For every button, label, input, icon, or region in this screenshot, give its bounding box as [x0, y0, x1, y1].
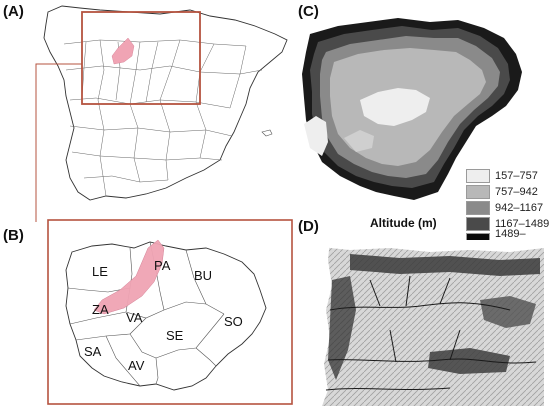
province-label-sa: SA — [84, 344, 102, 359]
legend-swatch-3 — [466, 201, 490, 215]
connector-line — [35, 63, 82, 222]
province-label-le: LE — [92, 264, 108, 279]
legend-label-1: 157–757 — [495, 170, 538, 182]
province-label-bu: BU — [194, 268, 212, 283]
legend-label-2: 757–942 — [495, 186, 538, 198]
legend-label-4: 1167–1489 — [495, 218, 550, 230]
province-label-va: VA — [126, 310, 143, 325]
legend-item-4: 1167–1489 — [466, 216, 549, 232]
panel-label-d: (D) — [298, 218, 319, 235]
legend-item-3: 942–1167 — [466, 200, 543, 216]
study-region-map: LE PA BU ZA VA SO SE SA AV — [47, 219, 293, 405]
legend-label-3: 942–1167 — [495, 202, 544, 214]
legend-item-2: 757–942 — [466, 184, 538, 200]
altitude-map — [302, 18, 522, 200]
legend-swatch-4 — [466, 217, 490, 231]
study-area-highlight-detail — [93, 239, 165, 315]
province-label-so: SO — [224, 314, 243, 329]
region-outline — [65, 241, 267, 391]
province-label-av: AV — [128, 358, 145, 373]
province-label-se: SE — [166, 328, 184, 343]
province-label-pa: PA — [154, 258, 171, 273]
province-label-za: ZA — [92, 302, 109, 317]
study-area-highlight — [111, 37, 135, 65]
panel-label-b: (B) — [3, 227, 24, 244]
iberia-province-map — [35, 5, 288, 222]
iberia-outline — [43, 5, 288, 201]
panel-label-a: (A) — [3, 3, 24, 20]
terrain-river-map — [310, 240, 544, 406]
legend-item-1: 157–757 — [466, 168, 538, 184]
legend-swatch-2 — [466, 185, 490, 199]
zoom-frame — [81, 11, 201, 105]
panel-label-c: (C) — [298, 3, 319, 20]
legend-swatch-1 — [466, 169, 490, 183]
legend-title: Altitude (m) — [370, 216, 437, 230]
